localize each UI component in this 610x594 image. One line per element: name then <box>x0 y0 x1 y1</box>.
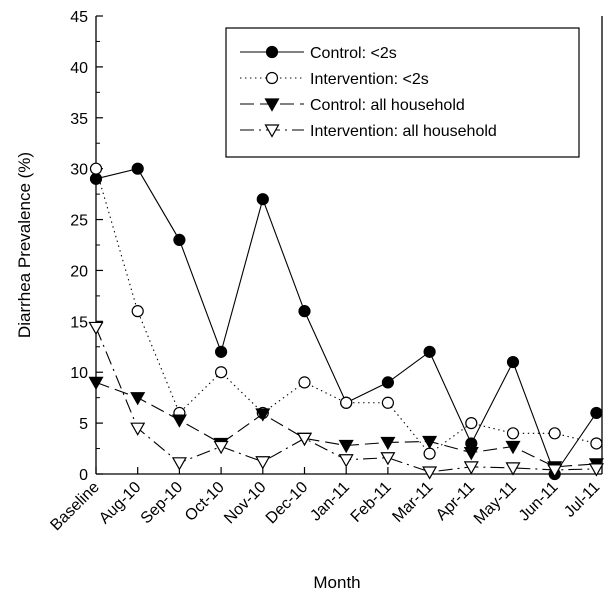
data-point-marker <box>173 233 186 247</box>
legend-box <box>225 27 580 158</box>
data-point-marker <box>463 461 479 475</box>
series-line <box>95 168 597 476</box>
y-tick-label: 45 <box>70 9 88 26</box>
y-tick-label: 5 <box>79 416 88 433</box>
y-tick-label: 40 <box>70 60 88 77</box>
data-point-marker <box>547 464 563 478</box>
y-tick-label: 35 <box>70 111 88 128</box>
data-point-marker <box>338 439 354 454</box>
x-tick-label: Feb-11 <box>348 479 395 526</box>
legend-label: Control: all household <box>310 97 465 114</box>
data-point-marker <box>265 71 279 85</box>
y-tick-label: 15 <box>70 314 88 331</box>
y-tick-label: 0 <box>79 467 88 484</box>
data-point-marker <box>506 427 520 440</box>
x-tick-label: Oct-10 <box>182 479 228 525</box>
data-point-marker <box>215 345 228 358</box>
legend: Control: <2s Intervention: <2s Control: al… <box>225 27 580 158</box>
y-ticks: 0 5 10 15 20 25 30 35 40 45 <box>70 9 103 484</box>
x-tick-label: Jun-11 <box>516 479 562 525</box>
data-point-marker <box>588 463 604 477</box>
data-point-marker <box>213 440 229 455</box>
data-point-marker <box>131 305 144 318</box>
y-tick-label: 20 <box>70 263 88 280</box>
data-point-marker <box>265 45 279 59</box>
legend-item: Intervention: <2s <box>240 71 429 88</box>
data-point-marker <box>88 321 104 336</box>
x-ticks: BaselineAug-10Sep-10Oct-10Nov-10Dec-10Ja… <box>47 467 603 534</box>
data-point-marker <box>380 436 396 451</box>
data-point-marker <box>255 408 271 422</box>
data-point-marker <box>340 396 353 409</box>
series-2 <box>89 162 603 460</box>
x-tick-label: Jul-11 <box>561 479 603 521</box>
x-tick-label: Mar-11 <box>389 479 436 526</box>
data-point-marker <box>88 376 104 391</box>
y-axis-title: Diarrhea Prevalence (%) <box>15 152 34 338</box>
data-point-marker <box>130 422 146 436</box>
x-tick-label: May-11 <box>471 479 520 528</box>
legend-label: Intervention: all household <box>310 123 497 140</box>
series-line <box>95 168 597 455</box>
series-1 <box>89 162 603 481</box>
legend-item: Control: <2s <box>240 45 397 62</box>
data-point-marker <box>505 462 521 476</box>
data-point-marker <box>422 435 438 450</box>
data-point-marker <box>89 172 103 185</box>
data-point-marker <box>380 452 396 466</box>
data-point-marker <box>422 466 438 480</box>
legend-item: Intervention: all household <box>240 123 497 140</box>
x-tick-label: Sep-10 <box>138 479 187 528</box>
data-point-marker <box>463 447 479 461</box>
series-4 <box>88 321 604 480</box>
x-tick-label: Baseline <box>47 479 102 534</box>
data-point-marker <box>89 162 103 175</box>
data-point-marker <box>465 417 478 430</box>
x-tick-label: Aug-10 <box>96 479 145 528</box>
data-point-marker <box>215 366 228 379</box>
data-point-marker <box>590 437 603 450</box>
data-point-marker <box>130 392 146 406</box>
data-point-marker <box>131 162 144 175</box>
data-point-marker <box>381 376 394 389</box>
data-point-marker <box>296 432 313 447</box>
data-point-marker <box>171 457 187 471</box>
data-point-marker <box>505 440 521 455</box>
data-point-marker <box>423 345 436 358</box>
data-point-marker <box>264 98 280 112</box>
series-layer <box>88 162 604 481</box>
data-point-marker <box>255 456 271 470</box>
series-3 <box>88 376 604 475</box>
legend-label: Intervention: <2s <box>310 71 429 88</box>
data-point-marker <box>298 376 311 389</box>
data-point-marker <box>338 454 354 468</box>
data-point-marker <box>548 427 561 440</box>
data-point-marker <box>171 414 187 428</box>
x-axis-title: Month <box>313 573 360 592</box>
y-tick-label: 10 <box>70 365 88 382</box>
y-tick-label: 25 <box>70 213 88 230</box>
legend-label: Control: <2s <box>310 45 397 62</box>
data-point-marker <box>590 406 603 420</box>
x-tick-label: Jan-11 <box>307 479 353 525</box>
x-tick-label: Dec-10 <box>263 479 312 528</box>
data-point-marker <box>506 355 520 369</box>
y-tick-label: 30 <box>70 162 88 179</box>
data-point-marker <box>381 396 394 409</box>
data-point-marker <box>423 447 436 460</box>
data-point-marker <box>298 305 311 318</box>
x-tick-label: Nov-10 <box>221 479 270 528</box>
legend-item: Control: all household <box>240 97 465 114</box>
data-point-marker <box>264 124 280 138</box>
data-point-marker <box>256 193 269 206</box>
